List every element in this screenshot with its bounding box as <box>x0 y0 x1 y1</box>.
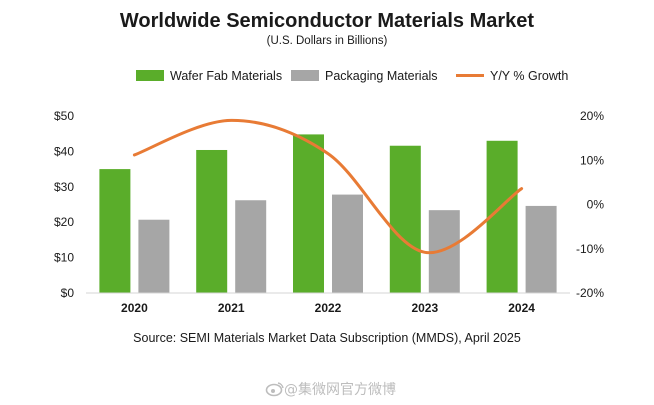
bar-wafer-fab-2022 <box>293 134 324 293</box>
bar-packaging-2020 <box>138 219 170 293</box>
growth-line-layer <box>132 118 524 254</box>
bar-wafer-fab-2021 <box>196 149 228 293</box>
y-left-tick-label: $30 <box>54 180 74 194</box>
y-axis-left: $0 $10 $20 $30 $40 $50 <box>54 109 74 300</box>
bars <box>99 134 557 293</box>
y-right-tick-label: -20% <box>576 286 604 300</box>
growth-line <box>132 118 524 254</box>
y-left-tick-label: $40 <box>54 144 74 158</box>
x-axis-categories: 2020 2021 2022 2023 2024 <box>121 301 535 315</box>
y-left-tick-label: $0 <box>61 286 75 300</box>
y-left-tick-label: $50 <box>54 109 74 123</box>
legend-item-packaging: Packaging Materials <box>291 69 438 83</box>
legend-item-growth: Y/Y % Growth <box>456 69 568 83</box>
weibo-icon <box>265 382 284 397</box>
bar-wafer-fab-2020 <box>99 169 131 293</box>
chart-subtitle: (U.S. Dollars in Billions) <box>267 35 388 47</box>
legend-label-growth: Y/Y % Growth <box>490 69 568 83</box>
y-left-tick-label: $20 <box>54 215 74 229</box>
bar-packaging-2024 <box>525 205 557 293</box>
chart-title: Worldwide Semiconductor Materials Market <box>120 10 535 32</box>
watermark: @集微网官方微博 <box>265 381 396 398</box>
source-note: Source: SEMI Materials Market Data Subsc… <box>133 331 521 345</box>
legend-label-packaging: Packaging Materials <box>325 69 438 83</box>
y-left-tick-label: $10 <box>54 251 74 265</box>
y-right-tick-label: 10% <box>580 153 604 167</box>
watermark-text: @集微网官方微博 <box>284 381 396 398</box>
bar-wafer-fab-2023 <box>389 145 421 293</box>
x-tick-label: 2020 <box>121 301 148 315</box>
x-tick-label: 2022 <box>315 301 342 315</box>
bar-packaging-2022 <box>332 194 363 293</box>
bar-packaging-2021 <box>235 200 267 293</box>
x-tick-label: 2021 <box>218 301 245 315</box>
y-right-tick-label: 0% <box>587 198 605 212</box>
x-tick-label: 2024 <box>508 301 535 315</box>
x-tick-label: 2023 <box>411 301 438 315</box>
legend-swatch-wafer-fab <box>136 70 164 81</box>
y-right-tick-label: 20% <box>580 109 604 123</box>
y-axis-right: -20% -10% 0% 10% 20% <box>576 109 604 300</box>
y-right-tick-label: -10% <box>576 242 604 256</box>
legend: Wafer Fab Materials Packaging Materials … <box>136 69 568 83</box>
legend-label-wafer-fab: Wafer Fab Materials <box>170 69 282 83</box>
legend-swatch-packaging <box>291 70 319 81</box>
legend-item-wafer-fab: Wafer Fab Materials <box>136 69 282 83</box>
